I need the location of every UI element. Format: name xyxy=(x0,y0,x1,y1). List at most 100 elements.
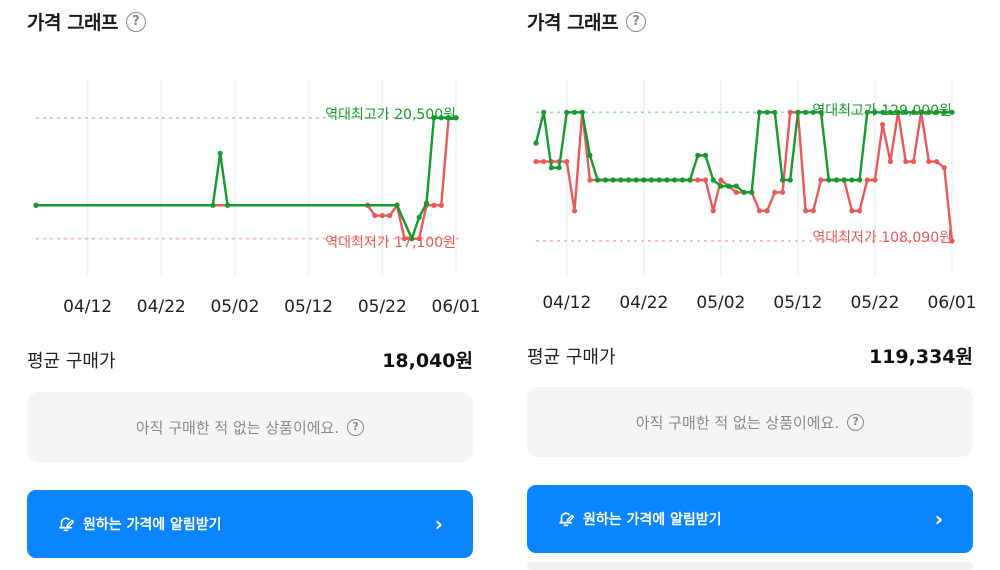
x-tick-label: 04/22 xyxy=(619,293,668,313)
green-series-point xyxy=(409,236,415,242)
red-series-point xyxy=(372,212,378,219)
graph-title: 가격 그래프 xyxy=(527,12,619,34)
green-series-point xyxy=(648,177,655,183)
green-series-point xyxy=(224,202,231,208)
red-series-line xyxy=(36,116,456,240)
chevron-right-icon: › xyxy=(934,507,943,531)
red-series-point xyxy=(571,208,578,214)
average-price-row: 평균 구매가 119,334원 xyxy=(527,342,973,369)
price-alert-button[interactable]: 원하는 가격에 알림받기 › xyxy=(27,490,473,558)
graph-title-row: 가격 그래프 ? xyxy=(27,8,147,35)
x-tick-label: 05/12 xyxy=(284,297,333,317)
green-series-point xyxy=(918,109,924,115)
average-price-value: 119,334원 xyxy=(868,346,973,368)
green-series-point xyxy=(864,109,870,115)
green-series-point xyxy=(833,177,840,183)
green-series-point xyxy=(718,183,724,189)
red-series-point xyxy=(910,158,917,165)
red-series-point xyxy=(438,202,444,208)
green-series-point xyxy=(695,152,701,158)
green-series-point xyxy=(587,152,593,158)
green-series-point xyxy=(756,109,763,115)
question-circle-icon[interactable]: ? xyxy=(347,418,365,436)
question-circle-icon[interactable]: ? xyxy=(847,413,865,431)
average-price-value: 18,040원 xyxy=(382,350,473,372)
graph-title: 가격 그래프 xyxy=(27,12,119,34)
red-series-point xyxy=(416,236,422,242)
red-series-line xyxy=(536,111,954,242)
bell-edit-icon xyxy=(59,517,75,532)
red-series-point xyxy=(856,208,863,214)
green-series-point xyxy=(431,115,437,121)
green-series-point xyxy=(826,177,832,183)
green-series-point xyxy=(933,109,940,115)
green-series-point xyxy=(446,115,452,121)
green-series-point xyxy=(564,109,570,115)
green-series-line xyxy=(36,116,456,240)
red-series-point xyxy=(702,177,709,183)
green-series-point xyxy=(394,202,400,208)
green-series-point xyxy=(656,177,662,183)
red-series-point xyxy=(756,208,763,214)
green-series-point xyxy=(880,109,886,115)
purchase-notice-box: 아직 구매한 적 없는 상품이에요. ? xyxy=(527,387,973,457)
green-series-point xyxy=(725,183,732,189)
green-series-point xyxy=(856,177,863,183)
green-series-point xyxy=(453,115,459,121)
green-series-point xyxy=(625,177,632,183)
high-price-label: 역대최고가 129,000원 xyxy=(812,103,952,119)
green-series-point xyxy=(764,109,770,115)
green-series-point xyxy=(787,177,793,183)
red-series-point xyxy=(564,158,570,165)
green-series-point xyxy=(895,109,901,115)
green-series-point xyxy=(810,109,816,115)
green-series-point xyxy=(556,165,562,171)
green-series-point xyxy=(217,150,223,156)
green-series-point xyxy=(749,189,755,195)
red-series-point xyxy=(903,158,909,165)
green-series-point xyxy=(210,202,216,208)
red-series-point xyxy=(387,212,393,219)
x-tick-label: 05/22 xyxy=(358,297,407,317)
green-series-point xyxy=(849,177,855,183)
red-series-point xyxy=(695,177,701,183)
bell-edit-icon xyxy=(559,512,575,527)
green-series-point xyxy=(664,177,670,183)
x-tick-label: 05/02 xyxy=(210,297,259,317)
x-tick-label: 05/02 xyxy=(696,293,745,313)
green-series-point xyxy=(872,109,878,115)
red-series-point xyxy=(949,238,955,244)
green-series-point xyxy=(803,109,809,115)
green-series-point xyxy=(533,140,539,146)
red-series-point xyxy=(864,177,870,183)
red-series-point xyxy=(401,236,408,242)
high-price-label: 역대최고가 20,500원 xyxy=(325,107,456,123)
green-series-point xyxy=(548,165,555,171)
red-series-point xyxy=(431,202,437,208)
price-alert-button[interactable]: 원하는 가격에 알림받기 › xyxy=(527,485,973,553)
green-series-point xyxy=(779,177,786,183)
red-series-point xyxy=(379,212,385,219)
green-series-point xyxy=(33,202,39,208)
green-series-point xyxy=(641,177,647,183)
red-series-point xyxy=(880,122,886,128)
green-series-point xyxy=(672,177,678,183)
red-series-point xyxy=(541,158,547,165)
red-series-point xyxy=(533,158,539,165)
x-tick-label: 06/01 xyxy=(432,297,481,317)
price-graph-panel-left: 가격 그래프 ? 역대최고가 20,500원 역대최저가 17,100원 04/12… xyxy=(27,8,481,558)
red-series-point xyxy=(926,158,932,165)
low-price-label: 역대최저가 108,090원 xyxy=(812,230,952,246)
green-series-point xyxy=(841,177,847,183)
purchase-notice-box: 아직 구매한 적 없는 상품이에요. ? xyxy=(27,392,473,462)
red-series-point xyxy=(733,189,739,195)
red-series-point xyxy=(764,208,770,214)
x-tick-label: 04/12 xyxy=(63,297,112,317)
question-circle-icon[interactable]: ? xyxy=(126,11,147,32)
x-tick-label: 06/01 xyxy=(928,293,977,313)
green-series-point xyxy=(772,109,778,115)
question-circle-icon[interactable]: ? xyxy=(626,11,647,32)
green-series-point xyxy=(733,183,739,189)
